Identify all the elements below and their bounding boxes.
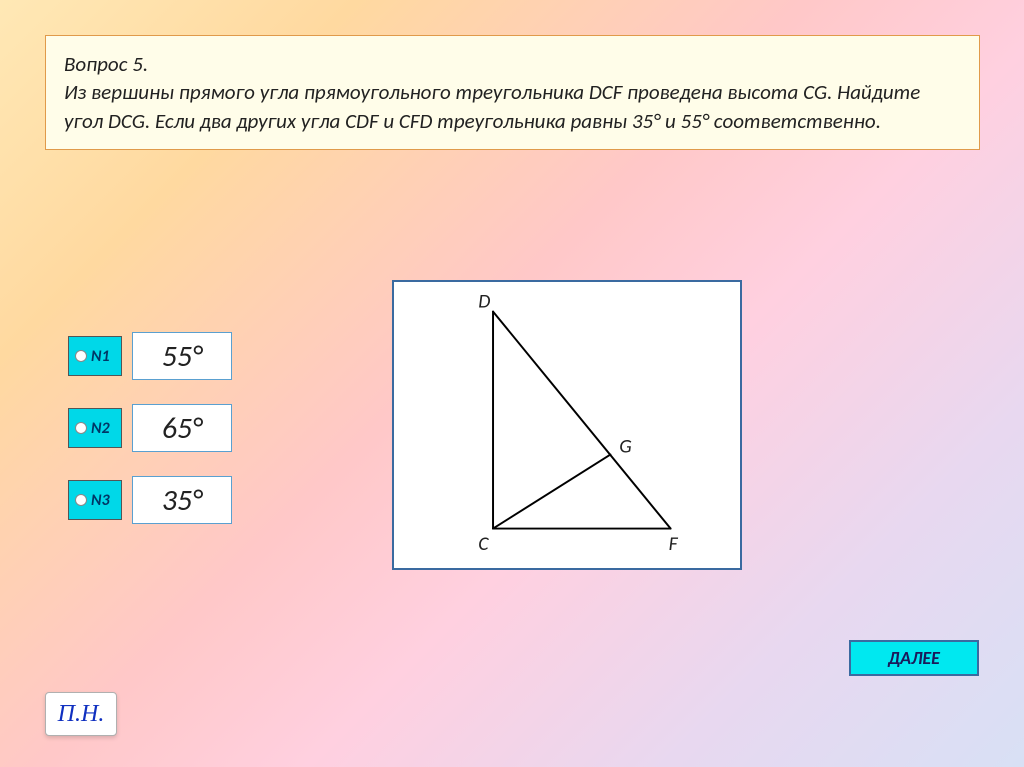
radio-icon (75, 422, 87, 434)
answer-option[interactable]: N1 55° (68, 332, 232, 380)
answer-tag: N1 (68, 336, 122, 376)
next-button-label: ДАЛЕЕ (888, 647, 940, 669)
svg-text:G: G (619, 435, 632, 459)
next-button[interactable]: ДАЛЕЕ (849, 640, 979, 676)
triangle-diagram: C F D G (394, 282, 740, 568)
radio-icon (75, 494, 87, 506)
question-title: Вопрос 5. (64, 51, 148, 77)
answer-tag: N3 (68, 480, 122, 520)
answers-group: N1 55° N2 65° N3 35° (68, 332, 232, 524)
svg-text:F: F (669, 532, 679, 556)
answer-option[interactable]: N3 35° (68, 476, 232, 524)
diagram-box: C F D G (392, 280, 742, 570)
answer-option[interactable]: N2 65° (68, 404, 232, 452)
radio-icon (75, 350, 87, 362)
answer-tag-label: N1 (91, 347, 110, 366)
answer-value: 65° (132, 404, 232, 452)
logo-text: П.Н. (58, 701, 105, 728)
question-box: Вопрос 5. Из вершины прямого угла прямоу… (45, 35, 980, 150)
svg-text:C: C (478, 532, 489, 556)
logo: П.Н. (45, 692, 117, 736)
answer-tag-label: N3 (91, 491, 110, 510)
svg-text:D: D (478, 290, 490, 314)
answer-value: 35° (132, 476, 232, 524)
answer-tag-label: N2 (91, 419, 110, 438)
answer-value: 55° (132, 332, 232, 380)
answer-tag: N2 (68, 408, 122, 448)
question-body: Из вершины прямого угла прямоугольного т… (64, 79, 920, 133)
